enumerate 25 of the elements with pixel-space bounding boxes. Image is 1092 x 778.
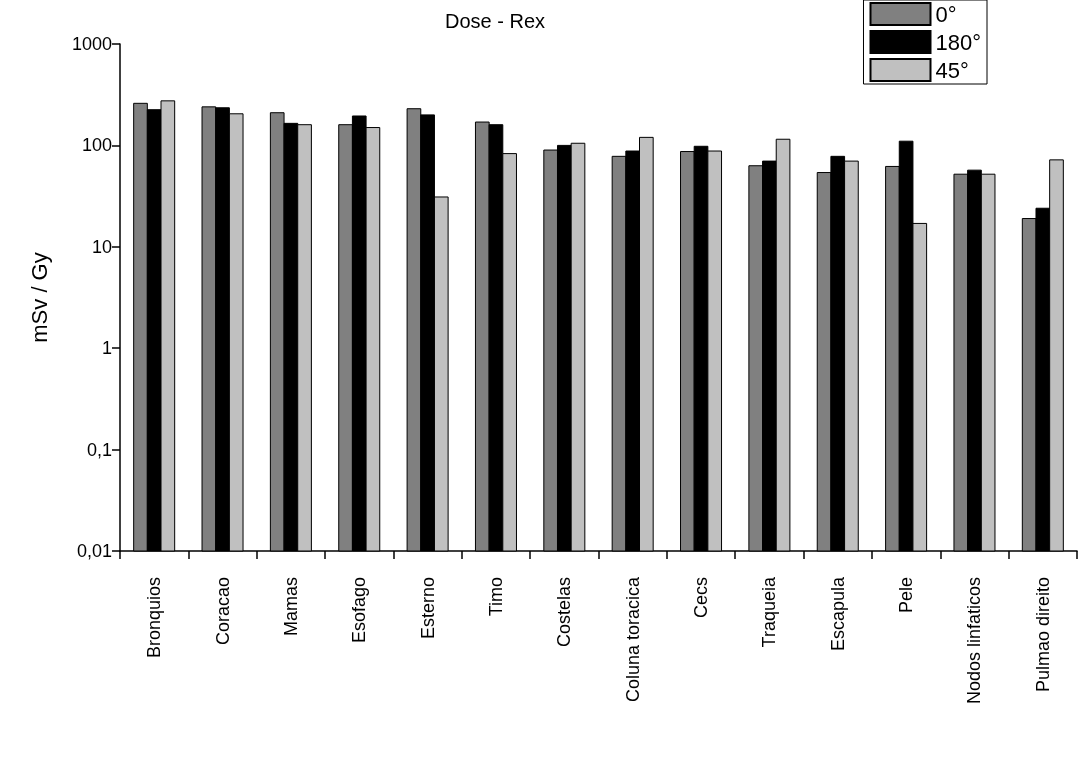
y-axis-title: mSv / Gy bbox=[26, 252, 52, 343]
x-tick-label: Bronquios bbox=[144, 577, 165, 659]
legend-label: 45° bbox=[935, 57, 969, 83]
legend-label: 180° bbox=[935, 29, 982, 55]
y-tick-label: 100 bbox=[81, 135, 112, 156]
x-tick-label: Escapula bbox=[827, 576, 848, 652]
x-tick-label: Pulmao direito bbox=[1032, 577, 1053, 693]
legend-label: 0° bbox=[935, 1, 957, 27]
y-tick-label: 0,01 bbox=[76, 541, 112, 561]
x-tick-label: Pele bbox=[896, 577, 917, 614]
y-tick-label: 1 bbox=[101, 338, 112, 359]
x-tick-label: Nodos linfaticos bbox=[964, 577, 985, 705]
y-tick-label: 10 bbox=[91, 236, 112, 257]
x-tick-label: Traqueia bbox=[759, 576, 780, 648]
y-tick-label: 1000 bbox=[71, 34, 112, 54]
x-tick-label: Mamas bbox=[280, 577, 301, 637]
x-tick-label: Esterno bbox=[417, 577, 438, 640]
x-tick-label: Costelas bbox=[554, 577, 575, 648]
x-tick-label: Timo bbox=[485, 577, 506, 617]
x-tick-label: Coracao bbox=[212, 577, 233, 646]
x-tick-label: Cecs bbox=[691, 577, 712, 619]
y-tick-label: 0,1 bbox=[86, 439, 112, 460]
chart-title: Dose - Rex bbox=[444, 10, 546, 32]
x-tick-label: Coluna toracica bbox=[622, 576, 643, 703]
x-tick-label: Esofago bbox=[349, 577, 370, 644]
